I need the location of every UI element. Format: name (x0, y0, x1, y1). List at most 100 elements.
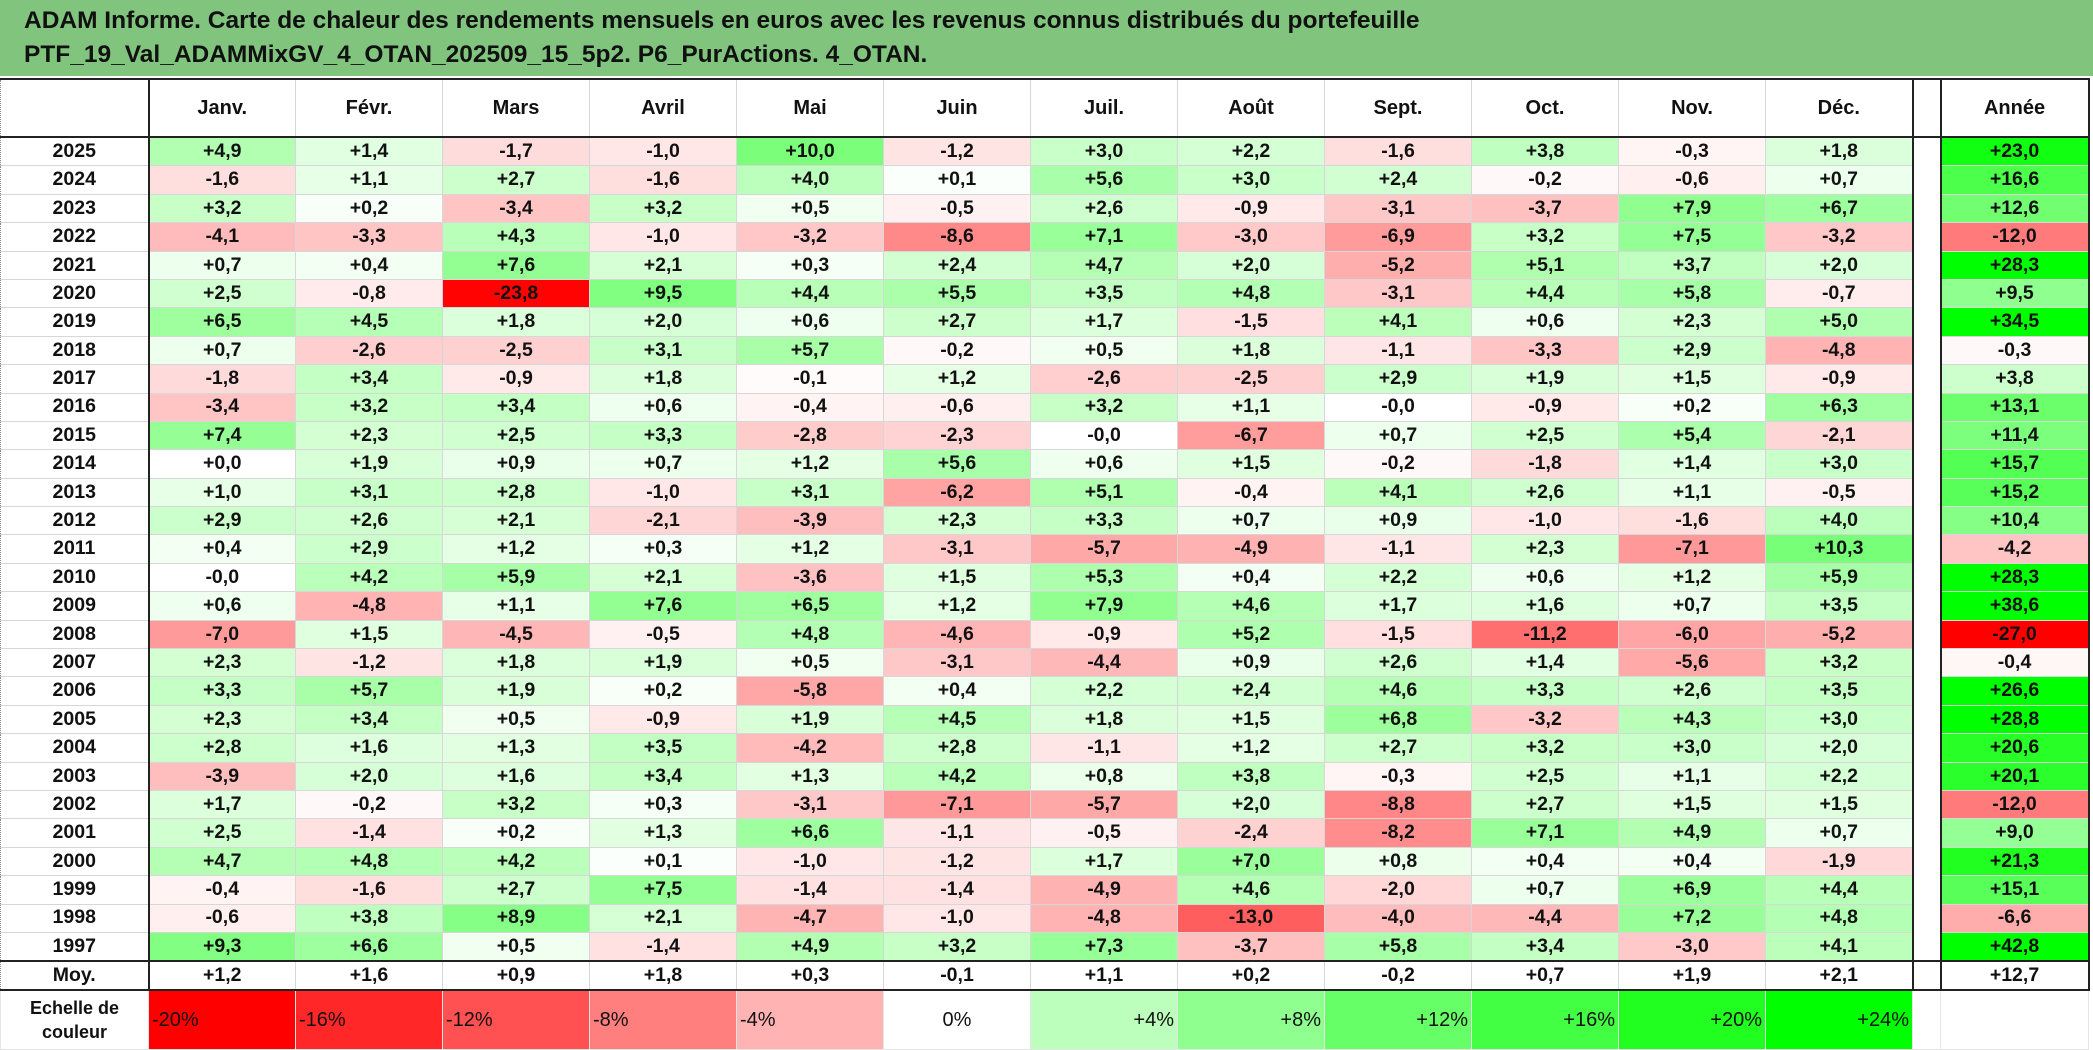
heatmap-cell: -4,0 (1324, 903, 1472, 933)
heatmap-cell: -6,2 (883, 477, 1031, 508)
heatmap-cell: +1,2 (883, 364, 1031, 394)
heatmap-cell: +4,8 (1765, 903, 1914, 933)
heatmap-cell: +7,6 (589, 591, 737, 621)
gap-cell (1912, 449, 1941, 479)
heatmap-cell: -0,0 (1030, 420, 1178, 451)
heatmap-cell: +4,5 (295, 307, 443, 337)
heatmap-cell: -0,2 (883, 335, 1031, 366)
annual-cell: +15,7 (1939, 449, 2090, 479)
year-row: 2003 -3,9 +2,0 +1,6 +3,4 +1,3 +4,2 +0,8 +3,8 -0,3… (0, 761, 2090, 791)
heatmap-cell: +1,1 (1177, 392, 1325, 422)
heatmap-cell: -3,9 (736, 506, 884, 536)
corner-cell (0, 78, 149, 138)
heatmap-cell: -8,8 (1324, 789, 1472, 820)
heatmap-cell: +3,8 (1177, 761, 1325, 791)
heatmap-cell: -1,0 (589, 222, 737, 252)
year-row: 2023 +3,2 +0,2 -3,4 +3,2 +0,5 -0,5 +2,6 -0,9 -3,1… (0, 193, 2090, 224)
heatmap-cell: +2,5 (147, 818, 296, 848)
heatmap-cell: +9,5 (589, 278, 737, 309)
heatmap-cell: +1,5 (1177, 704, 1325, 735)
heatmap-cell: +2,0 (589, 307, 737, 337)
month-header: Juin (883, 78, 1031, 138)
heatmap-cell: +0,2 (589, 676, 737, 706)
heatmap-cell: +0,3 (589, 534, 737, 564)
gap-cell (1912, 932, 1941, 962)
month-header: Déc. (1765, 78, 1914, 138)
heatmap-cell: +0,5 (736, 193, 884, 224)
heatmap-cell: +2,1 (589, 562, 737, 593)
annual-cell: +9,0 (1939, 818, 2090, 848)
year-row: 2012 +2,9 +2,6 +2,1 -2,1 -3,9 +2,3 +3,3 +0,7 +0,9… (0, 506, 2090, 536)
heatmap-cell: +3,0 (1618, 733, 1766, 763)
heatmap-cell: +3,7 (1618, 250, 1766, 280)
heatmap-cell: +0,6 (1030, 449, 1178, 479)
year-label: 2009 (0, 591, 149, 621)
heatmap-cell: +5,6 (883, 449, 1031, 479)
heatmap-cell: -1,9 (1765, 846, 1914, 877)
gap-cell (1912, 137, 1941, 166)
average-cell: +1,9 (1618, 960, 1766, 992)
year-row: 2017 -1,8 +3,4 -0,9 +1,8 -0,1 +1,2 -2,6 -2,5 +2,9… (0, 364, 2090, 394)
heatmap-cell: -1,4 (295, 818, 443, 848)
heatmap-cell: -0,5 (883, 193, 1031, 224)
year-label: 2014 (0, 449, 149, 479)
gap-cell (1912, 790, 1941, 819)
year-label: 2020 (0, 278, 149, 309)
heatmap-cell: +3,2 (883, 931, 1031, 962)
year-label: 2006 (0, 676, 149, 706)
heatmap-cell: +4,0 (1765, 506, 1914, 536)
heatmap-cell: +4,6 (1177, 875, 1325, 905)
heatmap-cell: +1,4 (1471, 648, 1619, 678)
heatmap-cell: +2,0 (1177, 789, 1325, 820)
heatmap-cell: +3,3 (1471, 676, 1619, 706)
heatmap-cell: -0,5 (1765, 477, 1914, 508)
gap-cell (1912, 364, 1941, 394)
heatmap-cell: +0,4 (883, 676, 1031, 706)
year-row: 2004 +2,8 +1,6 +1,3 +3,5 -4,2 +2,8 -1,1 +1,2 +2,7… (0, 733, 2090, 763)
heatmap-cell: +3,2 (1765, 648, 1914, 678)
annual-cell: +23,0 (1939, 136, 2090, 167)
heatmap-cell: -0,3 (1324, 761, 1472, 791)
heatmap-cell: -0,7 (1765, 278, 1914, 309)
year-label: 1999 (0, 875, 149, 905)
heatmap-cell: +0,1 (589, 846, 737, 877)
year-label: 2017 (0, 364, 149, 394)
color-scale-swatch: -12% (442, 989, 590, 1050)
heatmap-cell: +4,7 (147, 846, 296, 877)
heatmap-cell: +1,9 (295, 449, 443, 479)
heatmap-cell: +1,5 (883, 562, 1031, 593)
heatmap-cell: -0,2 (1471, 165, 1619, 195)
heatmap-cell: -5,7 (1030, 789, 1178, 820)
heatmap-cell: +3,5 (1030, 278, 1178, 309)
gap-cell (1912, 904, 1941, 933)
heatmap-cell: +7,9 (1618, 193, 1766, 224)
heatmap-cell: -0,0 (147, 562, 296, 593)
heatmap-cell: +0,7 (1765, 165, 1914, 195)
gap-cell (1912, 676, 1941, 706)
year-row: 2001 +2,5 -1,4 +0,2 +1,3 +6,6 -1,1 -0,5 -2,4 -8,2… (0, 818, 2090, 848)
average-cell: +1,1 (1030, 960, 1178, 992)
year-label: 1997 (0, 931, 149, 962)
heatmap-cell: +2,4 (883, 250, 1031, 280)
heatmap-cell: +5,3 (1030, 562, 1178, 593)
average-cell: +1,8 (589, 960, 737, 992)
heatmap-cell: +2,1 (589, 250, 737, 280)
heatmap-cell: +0,6 (1471, 562, 1619, 593)
heatmap-cell: -1,2 (883, 846, 1031, 877)
heatmap-cell: -1,6 (1324, 136, 1472, 167)
heatmap-cell: +2,0 (1177, 250, 1325, 280)
heatmap-cell: -3,0 (1177, 222, 1325, 252)
heatmap-cell: +4,8 (295, 846, 443, 877)
heatmap-cell: -1,5 (1177, 307, 1325, 337)
heatmap-cell: +1,6 (442, 761, 590, 791)
average-cell: +1,6 (295, 960, 443, 992)
heatmap-cell: -1,1 (1030, 733, 1178, 763)
returns-heatmap-table: Janv. Févr. Mars Avril Mai Juin Juil. Août Sept.… (0, 78, 2090, 1050)
heatmap-cell: +2,2 (1177, 136, 1325, 167)
heatmap-cell: -1,1 (883, 818, 1031, 848)
heatmap-cell: +9,3 (147, 931, 296, 962)
heatmap-cell: +7,6 (442, 250, 590, 280)
heatmap-cell: -0,9 (442, 364, 590, 394)
heatmap-cell: +3,8 (295, 903, 443, 933)
heatmap-cell: -3,2 (736, 222, 884, 252)
